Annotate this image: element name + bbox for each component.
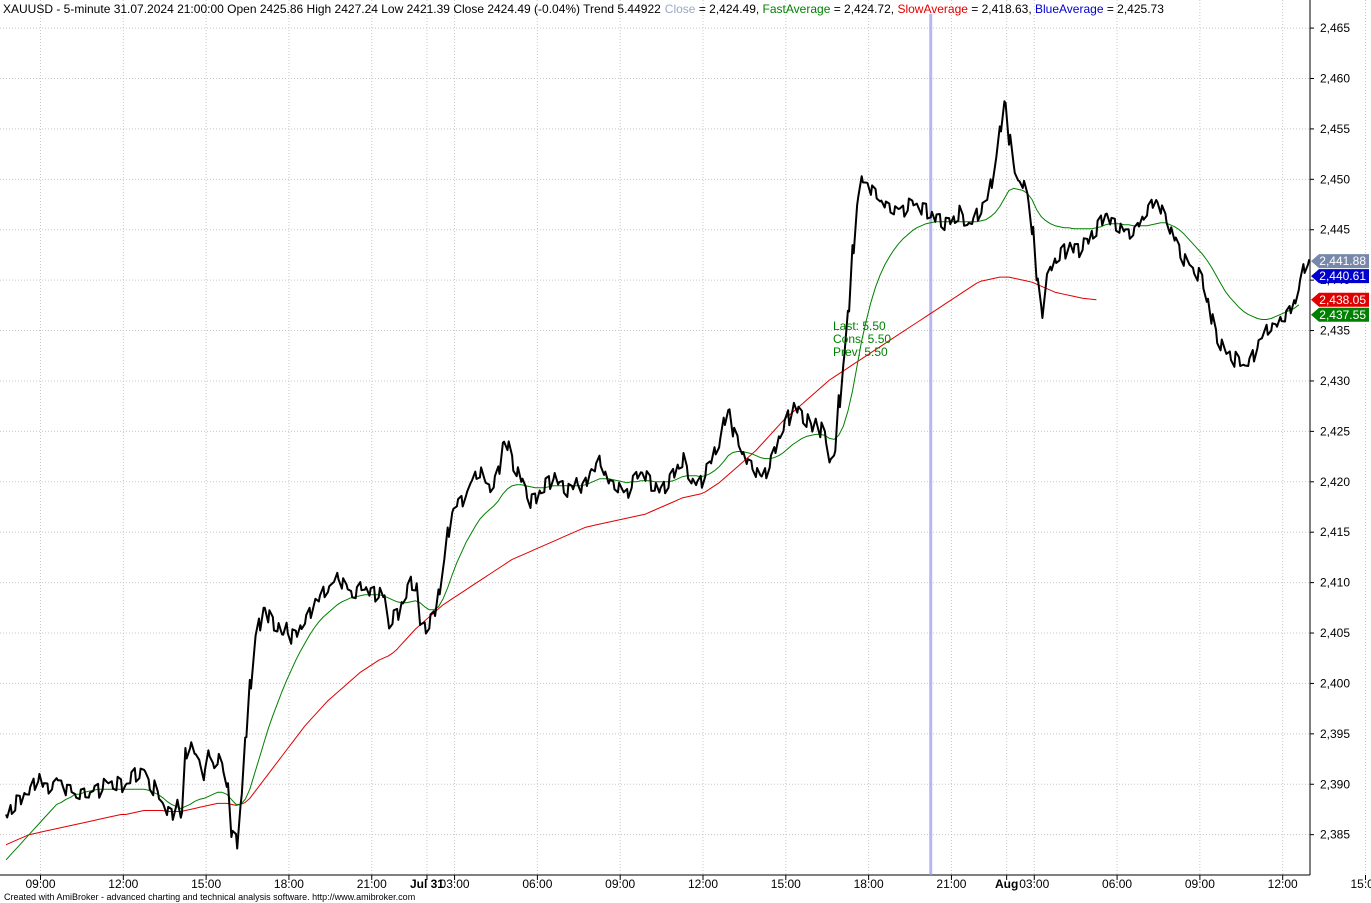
y-tick-label: 2,395	[1320, 727, 1350, 741]
x-tick-label: Aug	[995, 877, 1018, 891]
header-slow-label: SlowAverage	[897, 2, 968, 16]
series-fastaverage-line	[5, 187, 1300, 861]
y-tick-label: 2,410	[1320, 576, 1350, 590]
header-fast-label: FastAverage	[763, 2, 831, 16]
x-tick-label: 12:00	[108, 877, 138, 891]
series-layer	[5, 100, 1311, 861]
chart-header: XAUUSD - 5-minute 31.07.2024 21:00:00 Op…	[3, 2, 1164, 16]
header-fast-value: = 2,424.72,	[830, 2, 897, 16]
series-slowaverage-line	[5, 276, 1097, 846]
x-tick-label: 06:00	[522, 877, 552, 891]
header-close-value: = 2,424.49,	[695, 2, 762, 16]
y-tick-label: 2,435	[1320, 324, 1350, 338]
x-tick-label: 21:00	[357, 877, 387, 891]
y-tick-label: 2,465	[1320, 21, 1350, 35]
series-close-line	[5, 100, 1311, 850]
last-value-badge	[1311, 254, 1369, 269]
x-tick-label: 12:00	[1268, 877, 1298, 891]
last-value-text: 2,441.88	[1319, 254, 1366, 268]
last-value-labels: 2,441.882,440.61 2,438.052,437.55	[1311, 254, 1369, 322]
y-tick-label: 2,390	[1320, 777, 1350, 791]
x-tick-label: 09:00	[1185, 877, 1215, 891]
last-value-badge	[1311, 307, 1369, 322]
last-value-text: 2,437.55	[1319, 308, 1366, 322]
x-tick-label: 15:00	[191, 877, 221, 891]
y-tick-label: 2,420	[1320, 475, 1350, 489]
header-blue-label: BlueAverage	[1035, 2, 1104, 16]
y-tick-label: 2,430	[1320, 374, 1350, 388]
x-tick-label: 06:00	[1102, 877, 1132, 891]
y-tick-label: 2,460	[1320, 71, 1350, 85]
y-tick-label: 2,385	[1320, 828, 1350, 842]
x-tick-label: Jul 31	[410, 877, 444, 891]
x-tick-label: 15:00	[1350, 877, 1371, 891]
y-axis-ticks: 2,385 2,390 2,395 2,400 2,405 2,410 2,415 2,420…	[1310, 21, 1350, 842]
header-slow-value: = 2,418.63,	[968, 2, 1035, 16]
annotation-prev: Prev: 5.50	[833, 345, 888, 359]
header-close-label: Close	[665, 2, 696, 16]
y-tick-label: 2,400	[1320, 676, 1350, 690]
annotation-last: Last: 5.50	[833, 319, 886, 333]
x-tick-label: 18:00	[274, 877, 304, 891]
x-tick-label: 09:00	[605, 877, 635, 891]
header-blue-value: = 2,425.73	[1104, 2, 1165, 16]
y-tick-label: 2,415	[1320, 525, 1350, 539]
last-value-text: 2,440.61	[1319, 269, 1366, 283]
x-tick-label: 15:00	[771, 877, 801, 891]
last-value-badge	[1311, 292, 1369, 307]
last-value-badge	[1311, 269, 1369, 284]
x-tick-label: 12:00	[688, 877, 718, 891]
y-tick-label: 2,450	[1320, 172, 1350, 186]
y-tick-label: 2,405	[1320, 626, 1350, 640]
last-value-text: 2,438.05	[1319, 293, 1366, 307]
x-tick-label: 18:00	[854, 877, 884, 891]
footer-credit: Created with AmiBroker - advanced charti…	[4, 892, 415, 902]
annotation-cons: Cons: 5.50	[833, 332, 891, 346]
y-tick-label: 2,425	[1320, 424, 1350, 438]
header-symbol-line: XAUUSD - 5-minute 31.07.2024 21:00:00 Op…	[3, 2, 661, 16]
x-tick-label: 21:00	[936, 877, 966, 891]
y-tick-label: 2,455	[1320, 122, 1350, 136]
x-tick-label: 09:00	[25, 877, 55, 891]
x-tick-label: 03:00	[1019, 877, 1049, 891]
x-tick-label: 03:00	[440, 877, 470, 891]
y-tick-label: 2,445	[1320, 223, 1350, 237]
